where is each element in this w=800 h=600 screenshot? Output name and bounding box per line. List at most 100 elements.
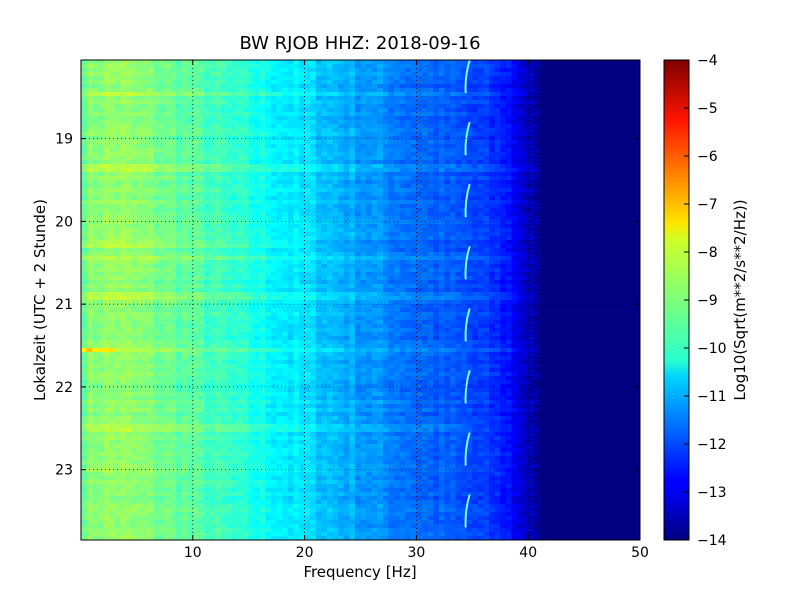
heatmap-cell — [120, 176, 127, 181]
heatmap-cell — [237, 88, 244, 93]
heatmap-cell — [572, 204, 580, 209]
heatmap-cell — [544, 236, 552, 241]
heatmap-cell — [192, 132, 199, 137]
heatmap-cell — [544, 144, 552, 149]
heatmap-cell — [248, 136, 255, 141]
heatmap-cell — [388, 152, 395, 157]
heatmap-cell — [416, 72, 423, 77]
heatmap-cell — [159, 192, 166, 197]
heatmap-cell — [338, 200, 345, 205]
heatmap-cell — [427, 216, 434, 221]
heatmap-cell — [561, 128, 568, 133]
heatmap-cell — [265, 224, 272, 229]
heatmap-cell — [511, 224, 518, 229]
heatmap-cell — [81, 256, 88, 261]
heatmap-cell — [578, 232, 585, 237]
heatmap-cell — [634, 156, 640, 161]
heatmap-cell — [92, 240, 99, 245]
heatmap-cell — [410, 216, 417, 221]
heatmap-cell — [388, 72, 395, 77]
heatmap-cell — [466, 116, 473, 121]
heatmap-cell — [220, 144, 227, 149]
heatmap-cell — [410, 204, 417, 209]
heatmap-cell — [544, 60, 552, 65]
heatmap-cell — [539, 100, 546, 105]
heatmap-cell — [461, 132, 468, 137]
heatmap-cell — [192, 208, 199, 213]
heatmap-cell — [159, 136, 166, 141]
heatmap-cell — [544, 156, 552, 161]
heatmap-cell — [628, 92, 636, 97]
heatmap-cell — [371, 232, 378, 237]
heatmap-cell — [623, 160, 630, 165]
heatmap-cell — [203, 188, 211, 193]
heatmap-cell — [131, 124, 138, 129]
heatmap-cell — [382, 180, 390, 185]
heatmap-cell — [466, 208, 473, 213]
heatmap-cell — [304, 240, 311, 245]
heatmap-cell — [343, 76, 350, 81]
heatmap-cell — [539, 152, 546, 157]
heatmap-cell — [338, 160, 345, 165]
heatmap-cell — [148, 192, 155, 197]
heatmap-cell — [248, 148, 255, 153]
heatmap-cell — [326, 100, 334, 105]
heatmap-cell — [203, 144, 211, 149]
heatmap-cell — [231, 136, 239, 141]
heatmap-cell — [366, 92, 373, 97]
heatmap-cell — [215, 204, 222, 209]
heatmap-cell — [489, 248, 496, 253]
heatmap-cell — [444, 76, 451, 81]
heatmap-cell — [371, 140, 378, 145]
heatmap-cell — [628, 104, 636, 109]
heatmap-cell — [282, 92, 289, 97]
heatmap-cell — [203, 80, 211, 85]
heatmap-cell — [544, 188, 552, 193]
heatmap-cell — [354, 140, 362, 145]
heatmap-cell — [103, 208, 110, 213]
heatmap-cell — [142, 196, 149, 201]
heatmap-cell — [243, 68, 250, 73]
heatmap-cell — [231, 96, 239, 101]
heatmap-cell — [86, 196, 93, 201]
heatmap-cell — [265, 136, 272, 141]
heatmap-cell — [86, 244, 93, 249]
heatmap-cell — [148, 224, 155, 229]
heatmap-cell — [349, 160, 356, 165]
heatmap-cell — [421, 72, 429, 77]
heatmap-cell — [282, 144, 289, 149]
heatmap-cell — [399, 224, 406, 229]
heatmap-cell — [567, 184, 574, 189]
heatmap-cell — [449, 108, 457, 113]
heatmap-cell — [617, 116, 624, 121]
heatmap-cell — [131, 216, 138, 221]
heatmap-cell — [617, 212, 624, 217]
heatmap-cell — [299, 96, 306, 101]
heatmap-cell — [343, 248, 350, 253]
heatmap-cell — [483, 64, 490, 69]
heatmap-cell — [533, 68, 540, 73]
heatmap-cell — [254, 120, 261, 125]
heatmap-cell — [595, 256, 602, 261]
heatmap-cell — [427, 224, 434, 229]
heatmap-cell — [209, 116, 216, 121]
heatmap-cell — [209, 168, 216, 173]
heatmap-cell — [108, 208, 116, 213]
heatmap-cell — [321, 200, 328, 205]
heatmap-cell — [332, 212, 339, 217]
heatmap-cell — [466, 212, 473, 217]
heatmap-cell — [556, 84, 563, 89]
heatmap-cell — [472, 172, 479, 177]
heatmap-cell — [120, 128, 127, 133]
heatmap-cell — [136, 232, 144, 237]
heatmap-cell — [539, 72, 546, 77]
heatmap-cell — [544, 192, 552, 197]
heatmap-cell — [539, 244, 546, 249]
heatmap-cell — [421, 216, 429, 221]
heatmap-cell — [176, 140, 183, 145]
heatmap-cell — [550, 80, 557, 85]
heatmap-cell — [326, 256, 334, 261]
heatmap-cell — [589, 216, 596, 221]
heatmap-cell — [215, 236, 222, 241]
heatmap-cell — [628, 112, 636, 117]
